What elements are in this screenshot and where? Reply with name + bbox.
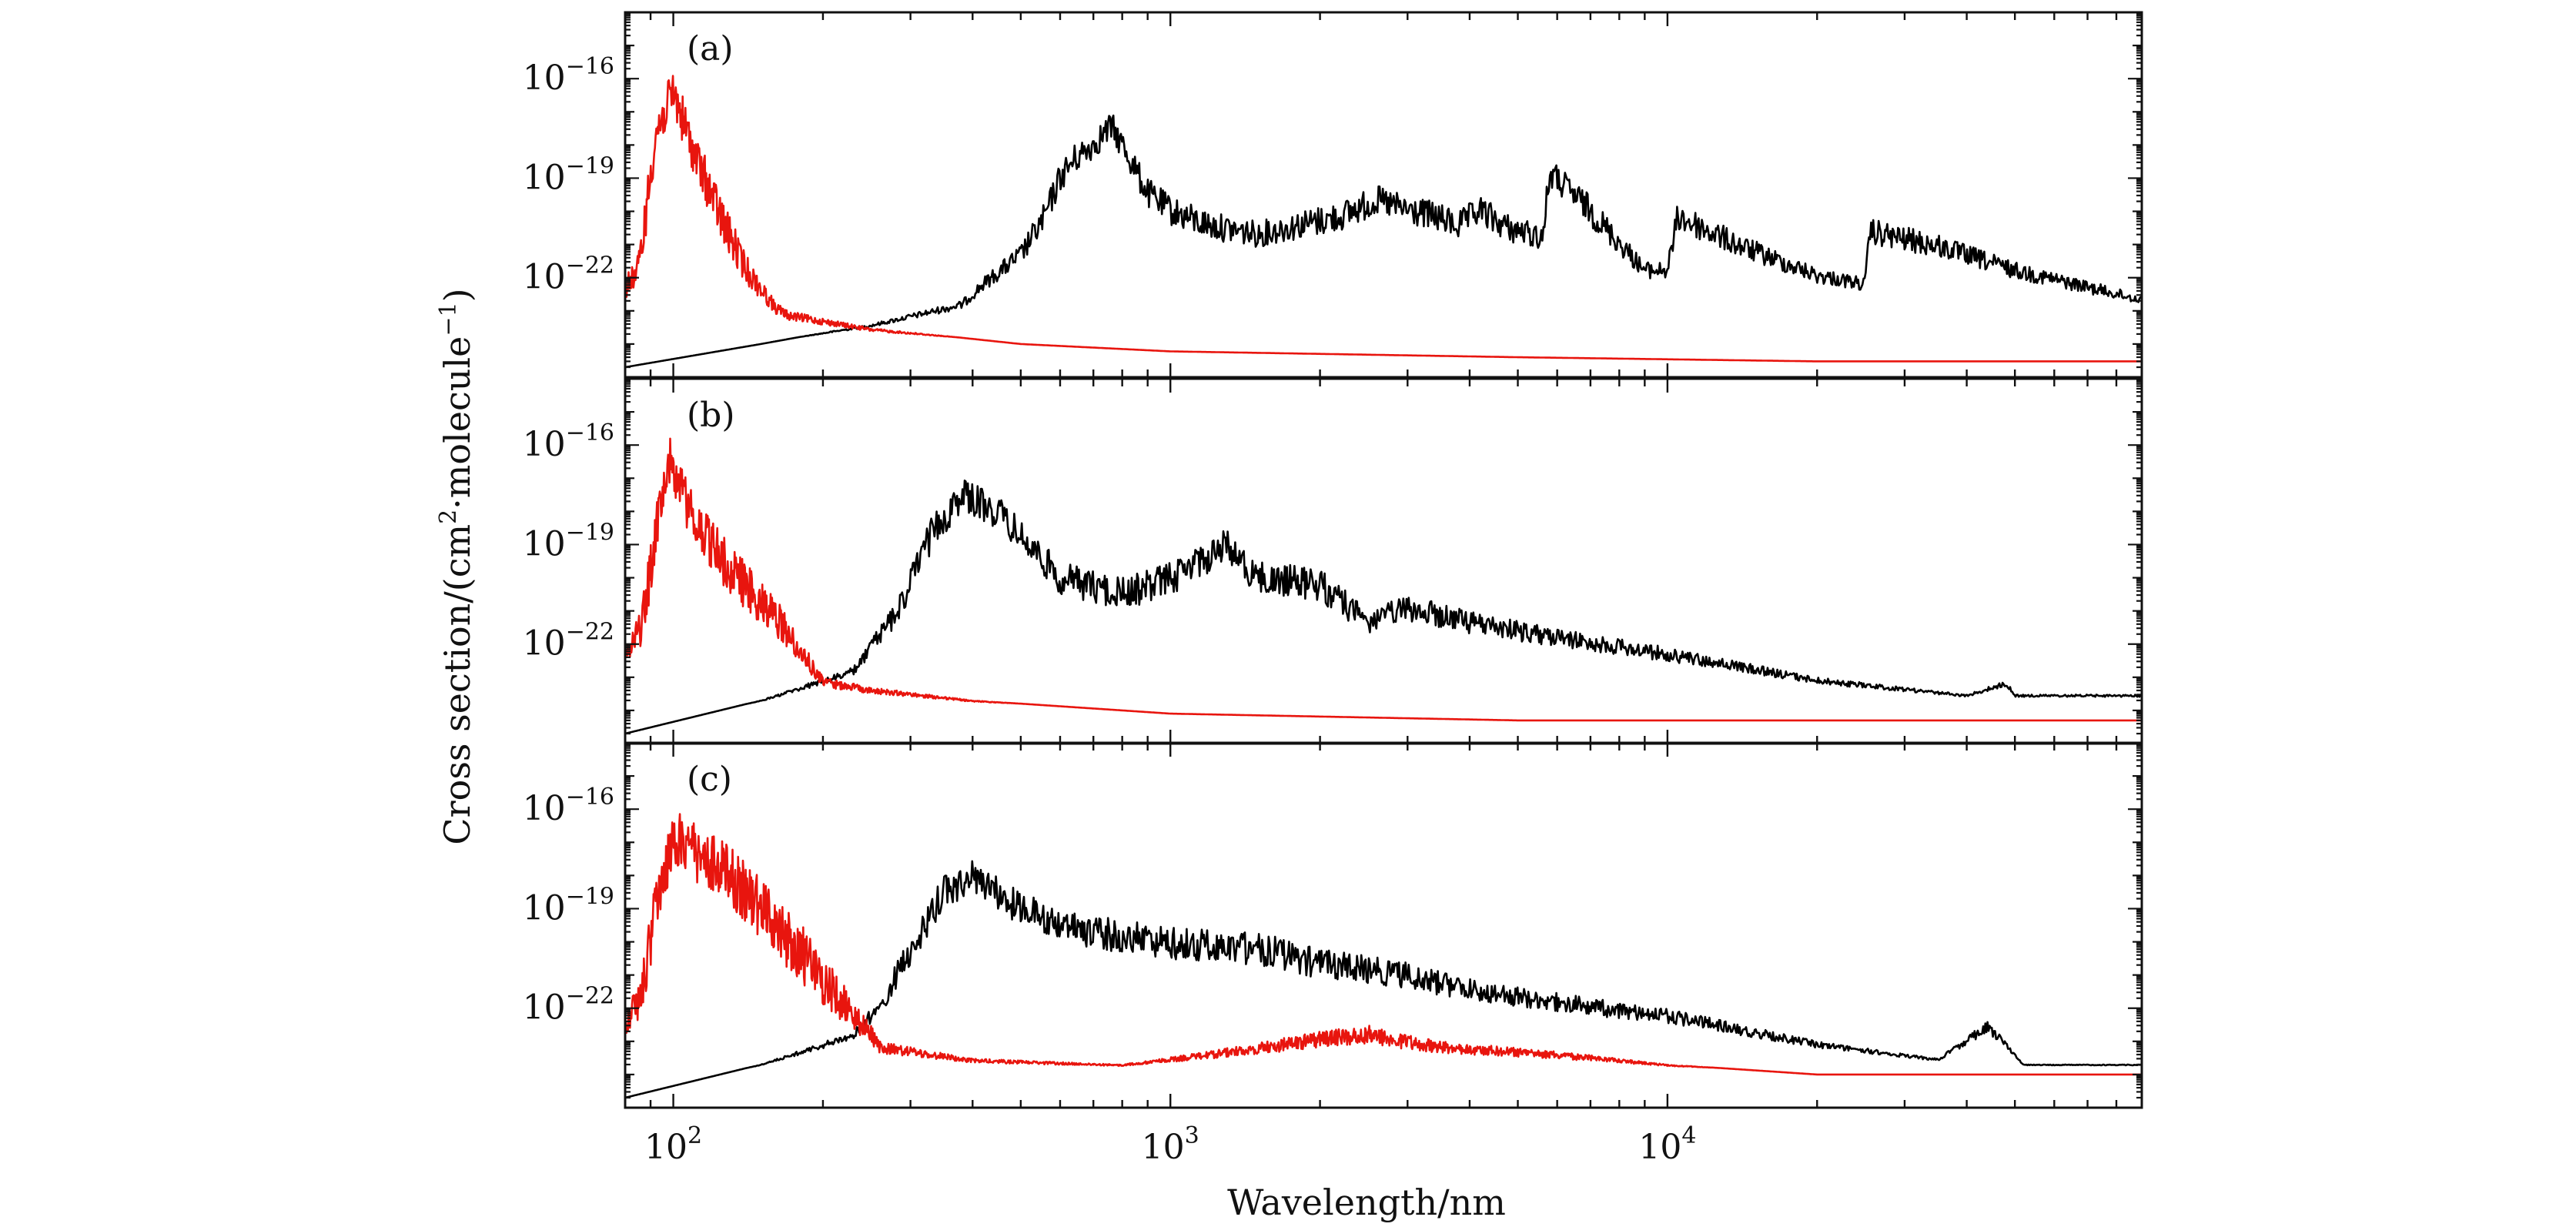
x-tick-label: 103 xyxy=(1142,1122,1199,1167)
y-tick-label-base: 10 xyxy=(523,425,566,464)
y-tick-label-base: 10 xyxy=(523,789,566,828)
y-tick-label-base: 10 xyxy=(523,888,566,928)
y-tick-label-base: 10 xyxy=(523,624,566,664)
plot-area xyxy=(625,75,2142,369)
y-ticks xyxy=(625,12,2142,379)
y-axis-title-sup1: 2 xyxy=(435,510,462,524)
y-tick-label-exp: −19 xyxy=(566,152,614,179)
y-tick-label-exp: −16 xyxy=(566,53,614,80)
y-tick-label: 10−19 xyxy=(523,883,614,928)
plot-area xyxy=(625,813,2142,1099)
series-black-line xyxy=(625,860,2142,1099)
y-tick-label: 10−16 xyxy=(523,420,614,464)
y-axis-title-end: ) xyxy=(437,288,478,302)
y-tick-label: 10−16 xyxy=(523,53,614,98)
x-tick-label-exp: 2 xyxy=(687,1122,702,1149)
panels: 10−1610−1910−22(a)10−1610−1910−22(b)10−1… xyxy=(523,11,2143,1109)
x-ticks xyxy=(624,12,2143,377)
x-ticks xyxy=(624,743,2143,1108)
panel-label: (a) xyxy=(687,29,734,69)
x-axis-title: Wavelength/nm xyxy=(1227,1182,1506,1223)
y-tick-label-exp: −22 xyxy=(566,619,614,646)
y-axis-title-sup2: −1 xyxy=(435,302,462,336)
y-tick-label-base: 10 xyxy=(523,988,566,1028)
x-tick-label: 104 xyxy=(1638,1122,1696,1167)
y-tick-label-base: 10 xyxy=(523,158,566,197)
panel-label: (b) xyxy=(687,396,735,435)
y-tick-label: 10−19 xyxy=(523,152,614,197)
y-tick-label-exp: −22 xyxy=(566,983,614,1010)
y-tick-label-exp: −19 xyxy=(566,519,614,546)
panel-label: (c) xyxy=(687,760,732,799)
y-tick-label: 10−19 xyxy=(523,519,614,563)
y-ticks xyxy=(625,743,2142,1109)
x-tick-label-base: 10 xyxy=(1142,1128,1185,1167)
y-tick-label: 10−22 xyxy=(523,619,614,664)
y-axis-title-mid: ·molecule xyxy=(437,336,478,510)
y-tick-label-base: 10 xyxy=(523,59,566,98)
y-tick-label-exp: −16 xyxy=(566,420,614,446)
series-red-line xyxy=(625,437,2142,722)
y-tick-label-exp: −22 xyxy=(566,252,614,279)
x-tick-label-exp: 3 xyxy=(1185,1122,1199,1149)
series-black-line xyxy=(625,480,2142,735)
x-axis: 102 103 104 xyxy=(644,1122,1696,1167)
x-tick-label-base: 10 xyxy=(644,1128,687,1167)
y-tick-label: 10−16 xyxy=(523,784,614,828)
series-red-line xyxy=(625,75,2142,363)
y-tick-label-exp: −19 xyxy=(566,883,614,910)
y-axis-title: Cross section/(cm2·molecule−1) xyxy=(435,288,478,844)
y-axis-title-base: Cross section/(cm xyxy=(437,524,478,845)
series-red-line xyxy=(625,813,2142,1076)
y-tick-label-base: 10 xyxy=(523,258,566,297)
series-black-line xyxy=(625,114,2142,369)
y-tick-label: 10−22 xyxy=(523,983,614,1028)
y-ticks xyxy=(625,379,2142,745)
y-tick-label-base: 10 xyxy=(523,524,566,563)
y-tick-label-exp: −16 xyxy=(566,784,614,811)
plot-area xyxy=(625,437,2142,735)
y-tick-label: 10−22 xyxy=(523,252,614,297)
x-tick-label-exp: 4 xyxy=(1681,1122,1696,1149)
x-tick-label: 102 xyxy=(644,1122,702,1167)
x-tick-label-base: 10 xyxy=(1638,1128,1681,1167)
